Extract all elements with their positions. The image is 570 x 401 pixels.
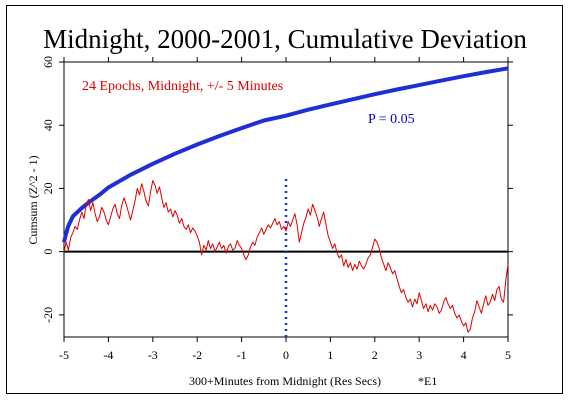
- y-tick-label: -20: [41, 307, 55, 323]
- x-tick-label: -2: [192, 348, 202, 362]
- cumsum-series-line: [63, 180, 509, 333]
- x-axis-label: 300+Minutes from Midnight (Res Secs): [189, 374, 381, 388]
- x-tick-label: 3: [416, 348, 422, 362]
- x-axis-ticks: -5 -4 -3 -2 -1 0 1 2 3 4 5: [59, 57, 511, 362]
- footnote-label: *E1: [418, 374, 437, 388]
- y-axis-ticks: -20 0 20 40 60: [41, 56, 513, 323]
- y-tick-label: 0: [41, 249, 55, 255]
- x-tick-label: -4: [103, 348, 113, 362]
- plot-axes: [63, 61, 509, 338]
- y-tick-label: 60: [41, 56, 55, 68]
- x-tick-label: -5: [59, 348, 69, 362]
- chart-title: Midnight, 2000-2001, Cumulative Deviatio…: [43, 24, 527, 54]
- p-value-label: P = 0.05: [368, 112, 415, 127]
- x-tick-label: 0: [283, 348, 289, 362]
- x-tick-label: 2: [372, 348, 378, 362]
- x-tick-label: 5: [505, 348, 511, 362]
- y-tick-label: 40: [41, 119, 55, 131]
- series-legend-text: 24 Epochs, Midnight, +/- 5 Minutes: [82, 79, 283, 94]
- x-tick-label: 4: [461, 348, 467, 362]
- x-tick-label: -3: [148, 348, 158, 362]
- x-tick-label: -1: [237, 348, 247, 362]
- plot-area-border: [63, 61, 509, 338]
- y-tick-label: 20: [41, 182, 55, 194]
- p-005-envelope-line: [62, 66, 509, 243]
- chart-frame: [6, 5, 563, 394]
- y-axis-label: Cumsum (Z^2 - 1): [26, 155, 40, 244]
- x-tick-label: 1: [327, 348, 333, 362]
